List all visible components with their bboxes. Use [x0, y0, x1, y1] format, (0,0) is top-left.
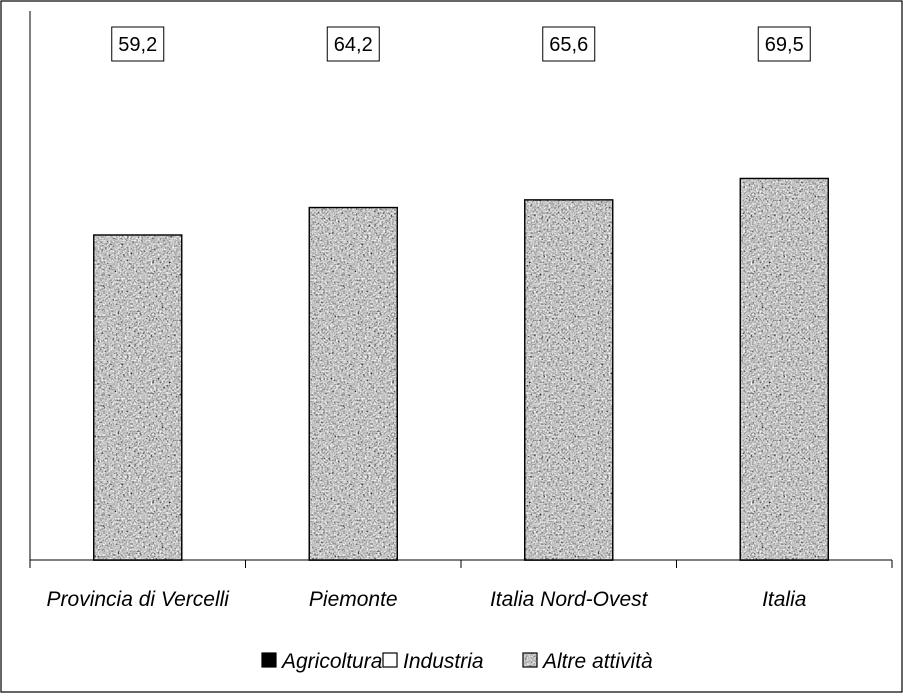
- bar-segment: [739, 177, 829, 561]
- data-label: 65,6: [549, 34, 588, 56]
- legend-swatch: [382, 652, 398, 668]
- data-label: 69,5: [765, 34, 804, 56]
- x-tick-label: Piemonte: [309, 588, 398, 611]
- bar-segment: [308, 206, 398, 561]
- legend-label: Industria: [403, 650, 484, 673]
- data-label-box: [542, 26, 596, 62]
- data-label: 59,2: [118, 34, 157, 56]
- x-tick-label: Italia Nord-Ovest: [490, 588, 649, 611]
- x-tick-label: Provincia di Vercelli: [47, 588, 231, 611]
- legend-swatch: [522, 652, 538, 668]
- legend-label: Altre attività: [541, 650, 653, 673]
- x-tick-label: Italia: [762, 588, 806, 611]
- data-label: 64,2: [334, 34, 373, 56]
- legend-swatch: [261, 652, 277, 668]
- bar-segment: [93, 234, 183, 561]
- data-label-box: [111, 26, 165, 62]
- bar-segment: [524, 199, 614, 561]
- data-label-box: [757, 26, 811, 62]
- data-label-box: [326, 26, 380, 62]
- legend: Agricoltura Industria Altre attività: [261, 650, 653, 673]
- legend-label: Agricoltura: [280, 650, 382, 673]
